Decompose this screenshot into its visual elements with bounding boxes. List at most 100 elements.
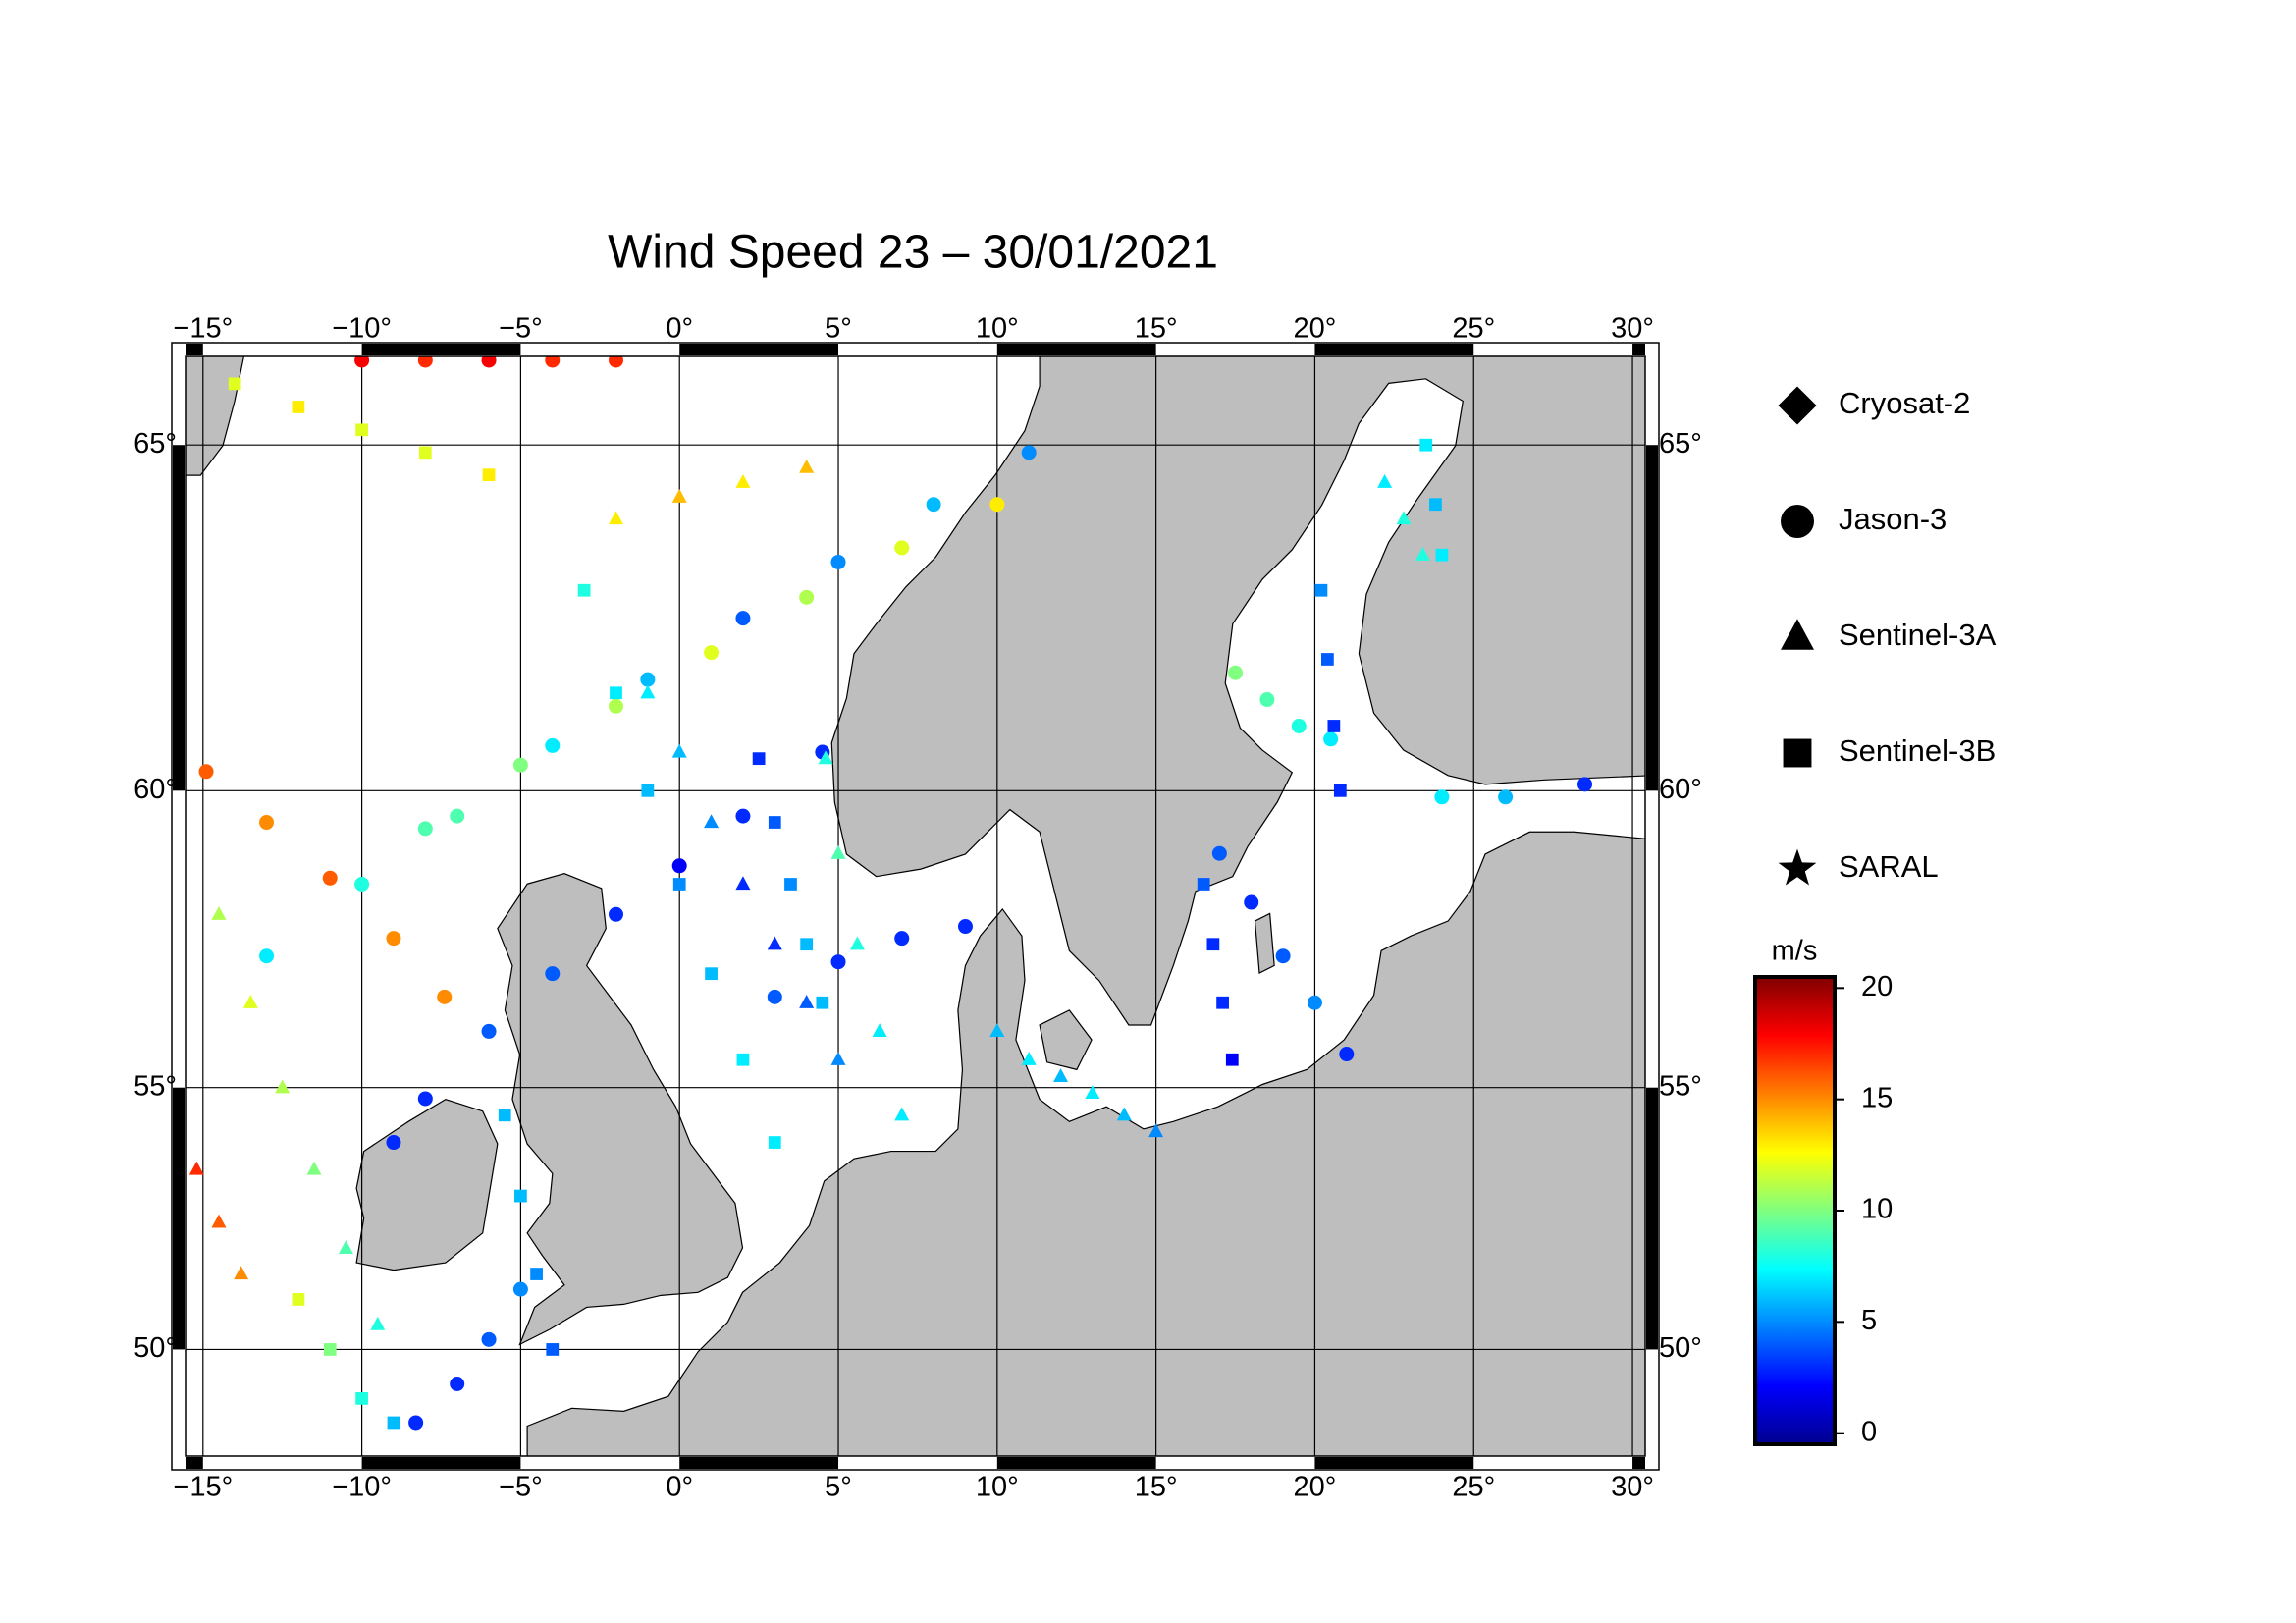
data-point bbox=[641, 784, 655, 797]
data-point bbox=[387, 1416, 400, 1430]
data-point bbox=[1435, 548, 1449, 562]
data-point bbox=[259, 815, 275, 831]
data-point bbox=[1259, 692, 1275, 708]
data-point bbox=[849, 936, 865, 950]
map-title: Wind Speed 23 – 30/01/2021 bbox=[608, 227, 1218, 279]
colorbar-tick-label: 15 bbox=[1861, 1082, 1893, 1113]
data-point bbox=[1419, 438, 1433, 452]
legend: Cryosat-2 Jason-3 Sentinel-3A Sentinel-3B SA… bbox=[1778, 386, 1997, 886]
data-point bbox=[1085, 1085, 1100, 1099]
x-tick-label: 5° bbox=[825, 1472, 852, 1503]
data-point bbox=[989, 1023, 1005, 1038]
frame-bar bbox=[1646, 445, 1658, 791]
frame bbox=[171, 342, 1660, 1471]
data-point bbox=[640, 672, 656, 687]
data-point bbox=[1197, 878, 1210, 891]
data-point bbox=[437, 989, 453, 1004]
data-point bbox=[671, 743, 687, 758]
frame-outer bbox=[171, 342, 1660, 1471]
legend-symbol bbox=[1778, 848, 1817, 886]
data-point bbox=[354, 356, 370, 368]
data-point bbox=[234, 1266, 249, 1280]
data-point bbox=[355, 423, 368, 437]
frame-bar bbox=[996, 344, 1156, 355]
legend-symbol bbox=[1781, 619, 1814, 650]
x-tick-label: 10° bbox=[976, 1472, 1019, 1503]
data-point bbox=[768, 816, 781, 829]
frame-bar bbox=[1314, 344, 1474, 355]
data-point bbox=[1577, 777, 1593, 792]
frame-bar bbox=[186, 344, 203, 355]
data-point bbox=[705, 967, 718, 981]
data-point bbox=[830, 1051, 846, 1065]
data-point bbox=[1415, 546, 1430, 561]
continent bbox=[526, 831, 1645, 1456]
data-point bbox=[1275, 948, 1291, 964]
data-point bbox=[188, 1161, 204, 1175]
data-point bbox=[784, 878, 797, 891]
data-point bbox=[1021, 445, 1037, 460]
data-point bbox=[610, 686, 622, 700]
data-point bbox=[1377, 473, 1393, 488]
data-point bbox=[481, 1023, 497, 1039]
zealand bbox=[1039, 1009, 1093, 1071]
data-point bbox=[1307, 995, 1322, 1010]
frame-bar bbox=[1632, 344, 1645, 355]
x-tick-label: 20° bbox=[1294, 1472, 1337, 1503]
data-point bbox=[545, 737, 561, 753]
data-point bbox=[228, 377, 241, 391]
y-tick-label: 50° bbox=[1659, 1332, 1702, 1364]
data-point bbox=[211, 906, 227, 920]
legend-label: Sentinel-3B bbox=[1839, 733, 1996, 768]
data-point bbox=[608, 698, 623, 714]
data-point bbox=[514, 1189, 527, 1203]
x-tick-label: −10° bbox=[332, 313, 392, 345]
y-tick-label: 55° bbox=[133, 1070, 177, 1102]
data-point bbox=[1225, 1053, 1239, 1066]
data-point bbox=[830, 954, 846, 970]
data-point bbox=[546, 1343, 560, 1356]
data-point bbox=[1321, 653, 1334, 666]
colorbar-tick-label: 5 bbox=[1861, 1305, 1877, 1336]
grid bbox=[186, 356, 1645, 1456]
data-point bbox=[816, 996, 829, 1009]
frame-inner bbox=[185, 355, 1646, 1457]
data-point bbox=[481, 1331, 497, 1347]
frame-bar bbox=[1314, 1457, 1474, 1469]
legend-label: Jason-3 bbox=[1839, 502, 1947, 536]
data-point bbox=[1244, 894, 1259, 910]
data-point bbox=[259, 948, 275, 964]
x-tick-label: −5° bbox=[499, 1472, 543, 1503]
y-tick-label: 65° bbox=[1659, 428, 1702, 460]
data-point bbox=[1291, 718, 1307, 733]
data-point bbox=[292, 1293, 305, 1306]
data-point bbox=[386, 931, 401, 947]
y-tick-label: 50° bbox=[133, 1332, 177, 1364]
data-point bbox=[1314, 583, 1328, 597]
data-point bbox=[736, 1053, 750, 1066]
y-tick-label: 65° bbox=[133, 428, 177, 460]
data-point bbox=[482, 468, 496, 482]
data-point bbox=[370, 1316, 386, 1330]
data-point bbox=[1216, 996, 1229, 1009]
data-point bbox=[1333, 784, 1347, 797]
data-point bbox=[1434, 789, 1450, 805]
data-point bbox=[530, 1268, 543, 1280]
x-tick-label: 5° bbox=[825, 313, 852, 345]
data-point bbox=[1429, 498, 1442, 512]
data-point bbox=[306, 1161, 322, 1175]
data-point bbox=[608, 511, 623, 525]
data-point bbox=[872, 1023, 887, 1038]
data-point bbox=[1211, 845, 1227, 861]
x-tick-label: 30° bbox=[1611, 1472, 1654, 1503]
legend-label: SARAL bbox=[1839, 849, 1939, 884]
data-point bbox=[354, 876, 370, 892]
data-point bbox=[292, 401, 305, 413]
colorbar-tick-label: 0 bbox=[1861, 1416, 1877, 1447]
frame-bar bbox=[679, 344, 839, 355]
data-point bbox=[1327, 720, 1341, 732]
frame-bar bbox=[173, 445, 185, 791]
data-point bbox=[704, 814, 720, 829]
data-point bbox=[338, 1240, 353, 1254]
